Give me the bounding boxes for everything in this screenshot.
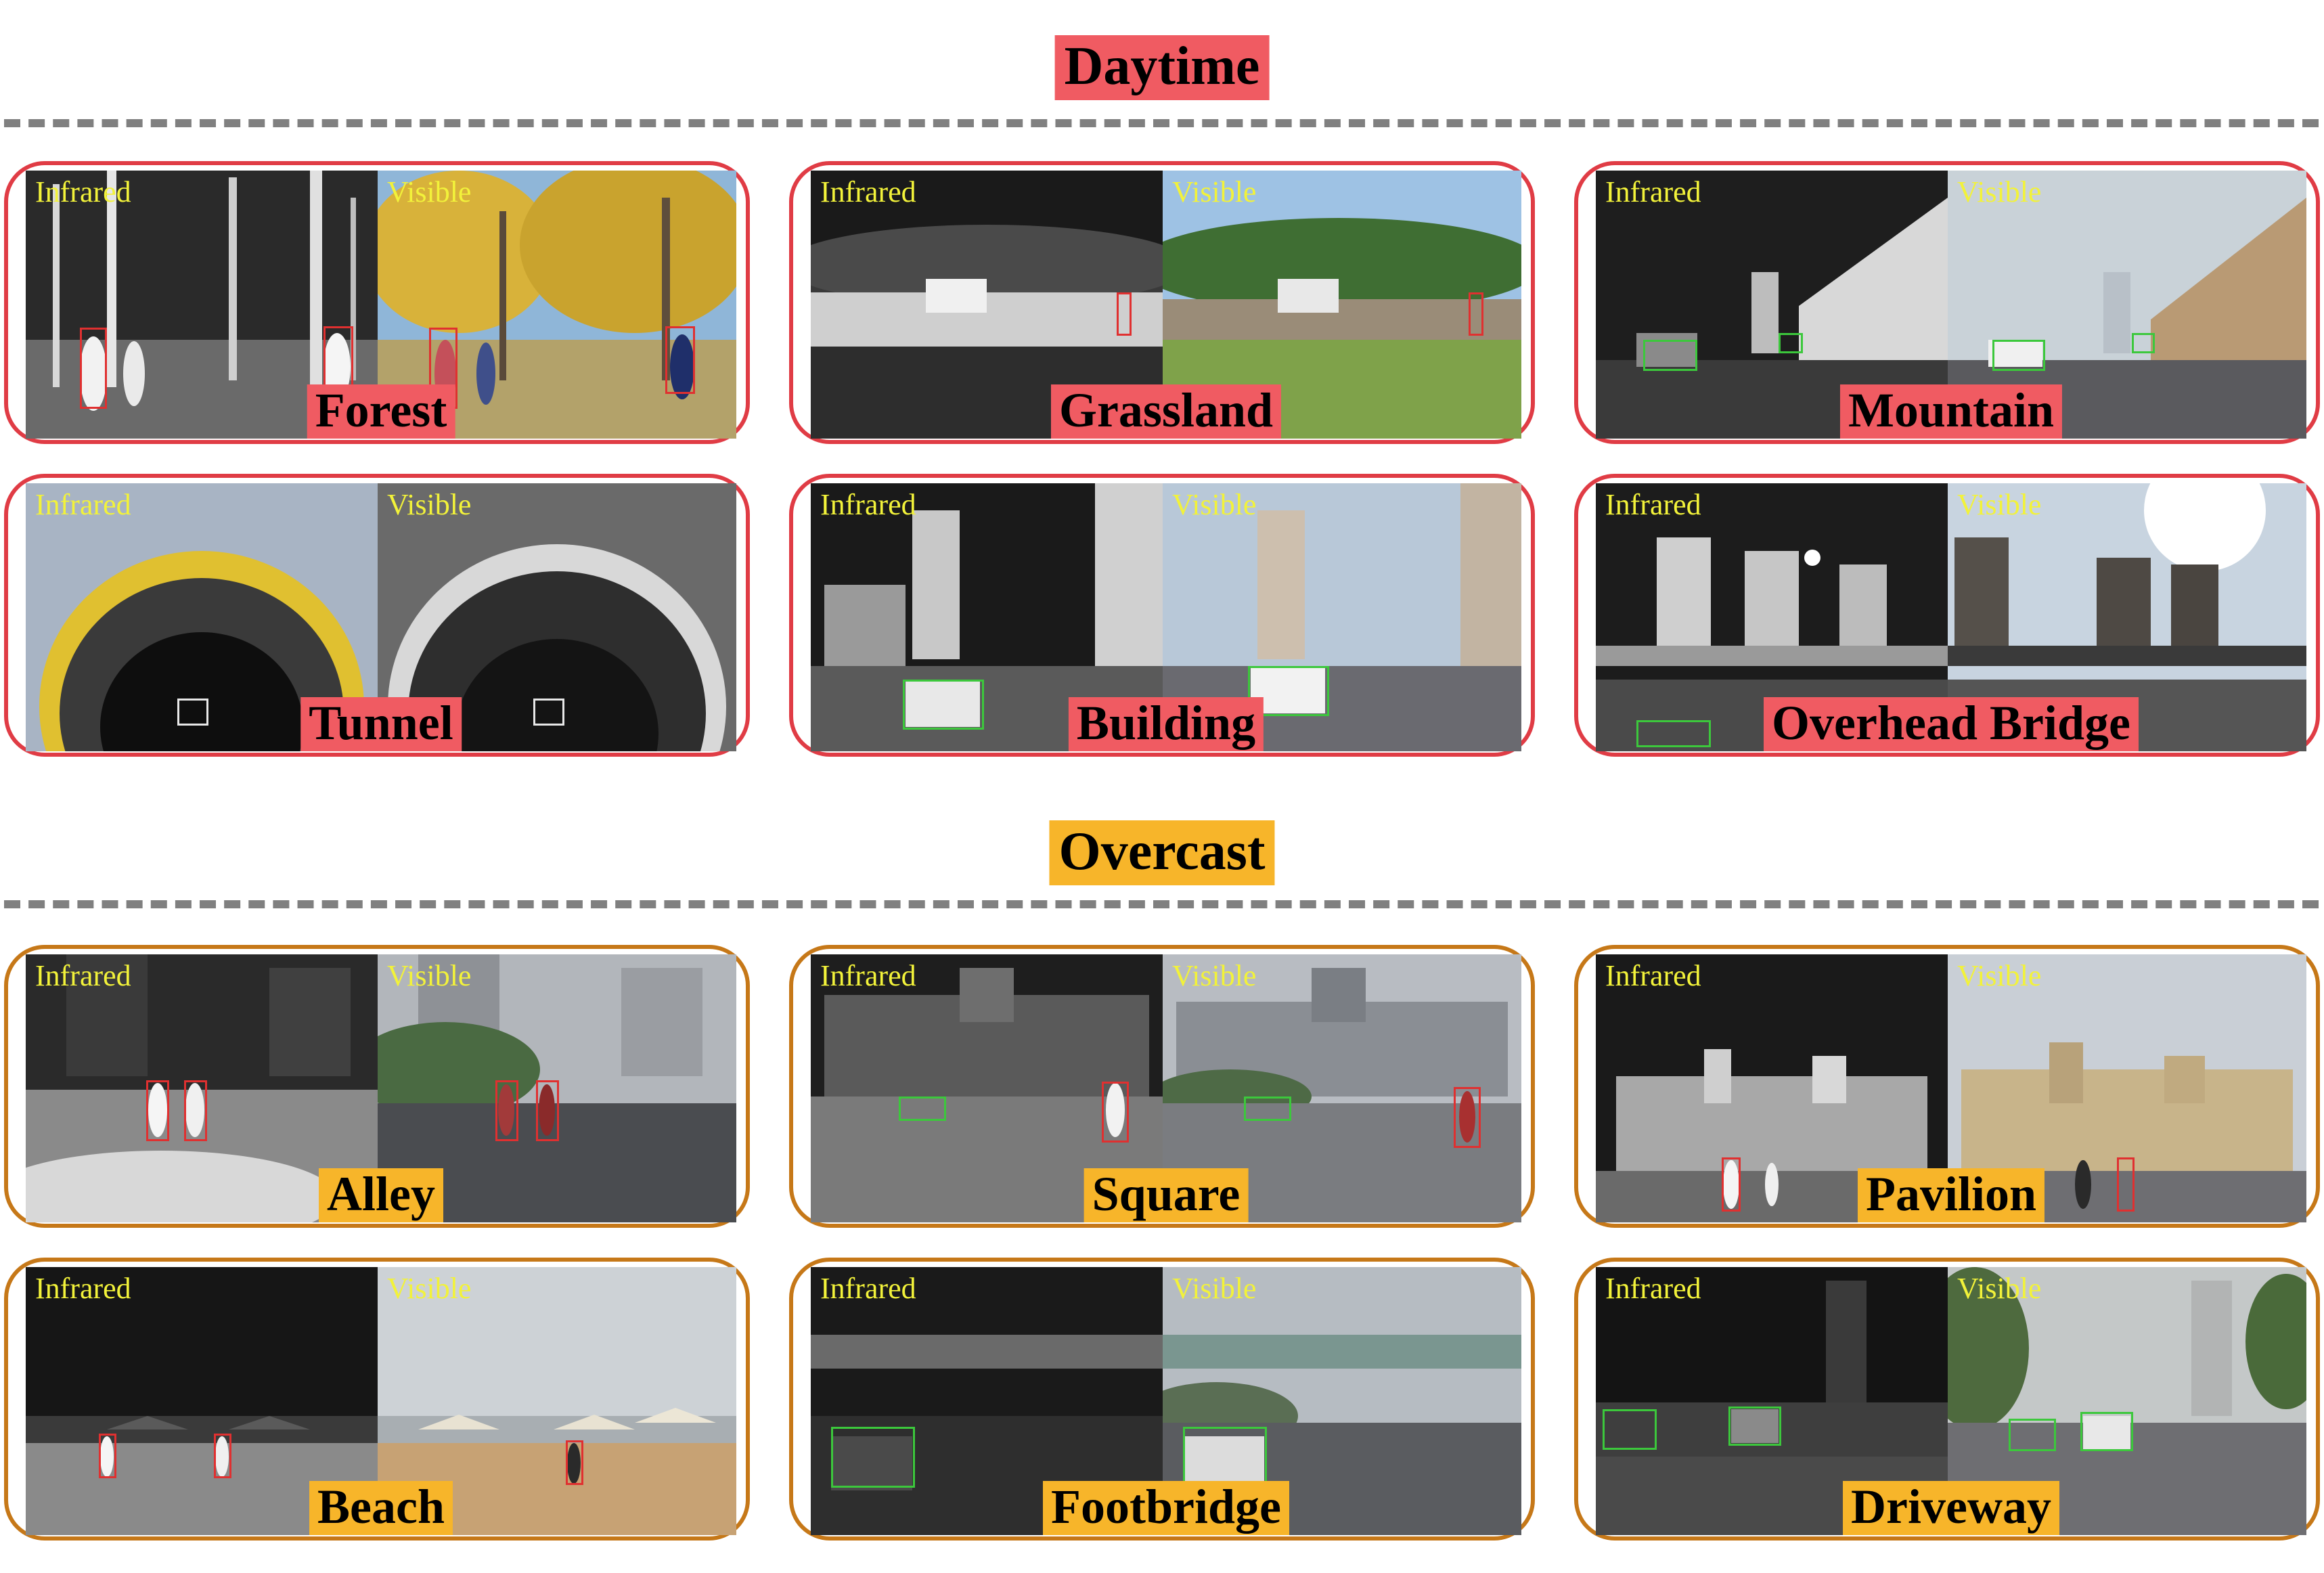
detection-box bbox=[2009, 1419, 2056, 1451]
visible-image: Visible bbox=[1163, 1267, 1521, 1535]
detection-box bbox=[665, 326, 695, 394]
scene-panel-footbridge: Infrared Visible Footbridge bbox=[789, 1258, 1535, 1541]
scene-panel-forest: Infrared Visible Forest bbox=[4, 161, 750, 444]
section-title-daytime: Daytime bbox=[1054, 35, 1270, 100]
detection-box bbox=[899, 1096, 946, 1121]
scene-label-driveway: Driveway bbox=[1843, 1481, 2059, 1535]
scene-panel-grassland: Infrared Visible Grassland bbox=[789, 161, 1535, 444]
scene-label-alley: Alley bbox=[319, 1168, 443, 1222]
scene-panel-tunnel: Infrared Visible Tunnel bbox=[4, 474, 750, 757]
infrared-label: Infrared bbox=[1605, 175, 1701, 208]
scene-label-forest: Forest bbox=[307, 384, 455, 439]
scene-label-grassland: Grassland bbox=[1050, 384, 1282, 439]
infrared-label: Infrared bbox=[1605, 488, 1701, 521]
detection-box bbox=[903, 680, 984, 730]
detection-box bbox=[1454, 1087, 1481, 1148]
scene-panel-square: Infrared Visible Square bbox=[789, 945, 1535, 1228]
detection-box bbox=[831, 1427, 915, 1488]
detection-box bbox=[184, 1080, 207, 1141]
detection-box bbox=[2132, 333, 2155, 353]
section-title-overcast: Overcast bbox=[1049, 820, 1275, 885]
detection-box bbox=[1643, 340, 1697, 371]
infrared-image: Infrared bbox=[26, 954, 378, 1222]
infrared-label: Infrared bbox=[820, 488, 916, 521]
infrared-label: Infrared bbox=[1605, 1272, 1701, 1305]
scene-label-tunnel: Tunnel bbox=[300, 697, 462, 751]
detection-box bbox=[1636, 720, 1711, 747]
visible-label: Visible bbox=[1172, 175, 1257, 208]
detection-box bbox=[1102, 1082, 1129, 1143]
detection-box bbox=[2117, 1157, 2135, 1212]
infrared-label: Infrared bbox=[35, 1272, 131, 1305]
scene-label-building: Building bbox=[1068, 697, 1264, 751]
infrared-label: Infrared bbox=[1605, 959, 1701, 992]
detection-box bbox=[533, 699, 564, 726]
visible-image: Visible bbox=[1163, 954, 1521, 1222]
detection-box bbox=[177, 699, 208, 726]
infrared-label: Infrared bbox=[35, 175, 131, 208]
visible-label: Visible bbox=[1957, 175, 2042, 208]
infrared-image: Infrared bbox=[26, 483, 378, 751]
scene-panel-overhead-bridge: Infrared Visible Overhead Bridge bbox=[1574, 474, 2320, 757]
scene-panel-building: Infrared Visible Building bbox=[789, 474, 1535, 757]
detection-box bbox=[1728, 1406, 1781, 1446]
visible-label: Visible bbox=[1957, 959, 2042, 992]
scene-label-footbridge: Footbridge bbox=[1043, 1481, 1289, 1535]
detection-box bbox=[1183, 1427, 1267, 1488]
visible-label: Visible bbox=[387, 1272, 472, 1305]
infrared-image: Infrared bbox=[811, 171, 1163, 439]
infrared-label: Infrared bbox=[35, 488, 131, 521]
detection-box bbox=[80, 328, 107, 409]
visible-label: Visible bbox=[1172, 1272, 1257, 1305]
visible-label: Visible bbox=[1172, 959, 1257, 992]
visible-label: Visible bbox=[387, 488, 472, 521]
detection-box bbox=[1469, 292, 1483, 336]
visible-label: Visible bbox=[387, 959, 472, 992]
detection-box bbox=[1603, 1409, 1657, 1450]
scene-panel-mountain: Infrared Visible Mountain bbox=[1574, 161, 2320, 444]
detection-box bbox=[2080, 1412, 2133, 1451]
infrared-label: Infrared bbox=[820, 1272, 916, 1305]
scene-label-beach: Beach bbox=[309, 1481, 453, 1535]
detection-box bbox=[1779, 333, 1803, 353]
visible-label: Visible bbox=[387, 175, 472, 208]
detection-box bbox=[495, 1080, 518, 1141]
detection-box bbox=[214, 1434, 231, 1478]
infrared-label: Infrared bbox=[820, 959, 916, 992]
detection-box bbox=[1722, 1157, 1741, 1212]
scene-panel-pavilion: Infrared Visible Pavilion bbox=[1574, 945, 2320, 1228]
visible-label: Visible bbox=[1957, 488, 2042, 521]
section-divider-daytime bbox=[4, 119, 2319, 127]
infrared-label: Infrared bbox=[820, 175, 916, 208]
infrared-label: Infrared bbox=[35, 959, 131, 992]
detection-box bbox=[1248, 666, 1329, 716]
detection-box bbox=[1117, 292, 1132, 336]
detection-box bbox=[1992, 340, 2045, 371]
infrared-image: Infrared bbox=[811, 1267, 1163, 1535]
detection-box bbox=[99, 1434, 116, 1478]
detection-box bbox=[536, 1080, 559, 1141]
visible-label: Visible bbox=[1172, 488, 1257, 521]
scene-panel-beach: Infrared Visible Beach bbox=[4, 1258, 750, 1541]
section-divider-overcast bbox=[4, 900, 2319, 908]
detection-box bbox=[146, 1080, 169, 1141]
scene-label-square: Square bbox=[1083, 1168, 1249, 1222]
detection-box bbox=[1244, 1096, 1291, 1121]
detection-box bbox=[566, 1440, 583, 1485]
scene-panel-alley: Infrared Visible Alley bbox=[4, 945, 750, 1228]
scene-label-mountain: Mountain bbox=[1839, 384, 2063, 439]
visible-label: Visible bbox=[1957, 1272, 2042, 1305]
scene-label-pavilion: Pavilion bbox=[1857, 1168, 2045, 1222]
scene-panel-driveway: Infrared Visible Driveway bbox=[1574, 1258, 2320, 1541]
scene-label-overhead-bridge: Overhead Bridge bbox=[1764, 697, 2139, 751]
infrared-image: Infrared bbox=[1596, 954, 1948, 1222]
